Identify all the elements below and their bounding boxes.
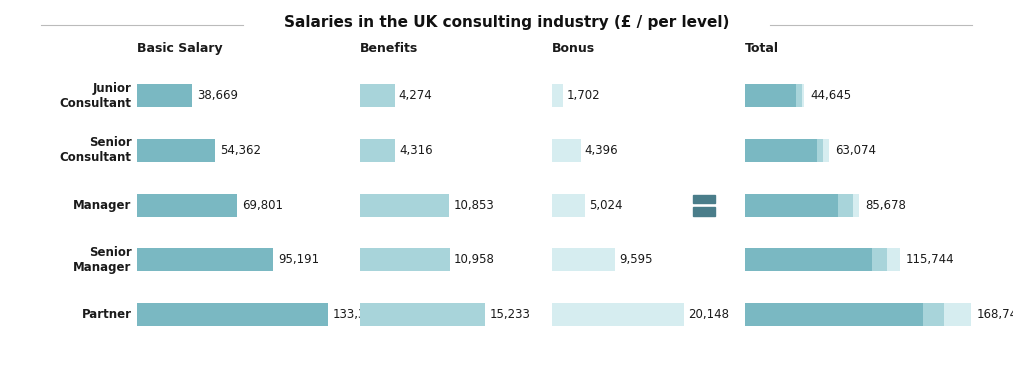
Text: Total: Total bbox=[745, 42, 779, 55]
Text: 5,024: 5,024 bbox=[589, 199, 622, 212]
Text: 85,678: 85,678 bbox=[866, 199, 907, 212]
Text: 54,362: 54,362 bbox=[220, 144, 260, 157]
Bar bbox=[552, 303, 684, 326]
Text: 4,274: 4,274 bbox=[399, 89, 433, 102]
Bar bbox=[360, 303, 485, 326]
Bar bbox=[745, 249, 872, 271]
Bar bbox=[872, 249, 887, 271]
Bar bbox=[745, 139, 817, 162]
Text: 1,702: 1,702 bbox=[567, 89, 601, 102]
Bar bbox=[838, 194, 853, 217]
Text: Basic Salary: Basic Salary bbox=[137, 42, 223, 55]
Text: 63,074: 63,074 bbox=[836, 144, 876, 157]
Text: 4,316: 4,316 bbox=[399, 144, 433, 157]
Bar bbox=[796, 84, 802, 107]
Text: 9,595: 9,595 bbox=[619, 253, 652, 266]
Text: 168,745: 168,745 bbox=[978, 308, 1013, 321]
Text: 69,801: 69,801 bbox=[242, 199, 283, 212]
Text: Senior
Consultant: Senior Consultant bbox=[60, 136, 132, 165]
Text: 44,645: 44,645 bbox=[810, 89, 852, 102]
Bar bbox=[552, 84, 563, 107]
Bar bbox=[360, 84, 395, 107]
Text: 115,744: 115,744 bbox=[906, 253, 954, 266]
Text: Benefits: Benefits bbox=[360, 42, 418, 55]
Bar bbox=[817, 139, 824, 162]
Bar bbox=[802, 84, 804, 107]
Text: 10,853: 10,853 bbox=[453, 199, 494, 212]
Text: Manager: Manager bbox=[73, 199, 132, 212]
Text: Senior
Manager: Senior Manager bbox=[73, 246, 132, 274]
Bar bbox=[853, 194, 859, 217]
Bar bbox=[745, 303, 924, 326]
Bar bbox=[137, 84, 192, 107]
Bar bbox=[745, 84, 796, 107]
Bar bbox=[745, 194, 838, 217]
Text: Partner: Partner bbox=[82, 308, 132, 321]
Text: 38,669: 38,669 bbox=[198, 89, 238, 102]
Text: Junior
Consultant: Junior Consultant bbox=[60, 82, 132, 110]
Text: 133,364: 133,364 bbox=[333, 308, 381, 321]
Bar bbox=[944, 303, 970, 326]
Bar bbox=[552, 249, 615, 271]
Text: 4,396: 4,396 bbox=[585, 144, 618, 157]
Text: 20,148: 20,148 bbox=[688, 308, 728, 321]
Text: 15,233: 15,233 bbox=[489, 308, 530, 321]
Bar bbox=[360, 194, 450, 217]
Bar bbox=[137, 249, 274, 271]
Bar bbox=[552, 139, 580, 162]
Text: Bonus: Bonus bbox=[552, 42, 596, 55]
Bar bbox=[824, 139, 830, 162]
Text: 10,958: 10,958 bbox=[454, 253, 495, 266]
Bar bbox=[360, 139, 395, 162]
Bar bbox=[887, 249, 900, 271]
Bar bbox=[924, 303, 944, 326]
Bar bbox=[137, 139, 215, 162]
Bar bbox=[137, 194, 237, 217]
Text: 95,191: 95,191 bbox=[279, 253, 319, 266]
Bar bbox=[137, 303, 328, 326]
Bar bbox=[552, 194, 585, 217]
Bar bbox=[360, 249, 450, 271]
Text: Salaries in the UK consulting industry (£ / per level): Salaries in the UK consulting industry (… bbox=[284, 15, 729, 30]
